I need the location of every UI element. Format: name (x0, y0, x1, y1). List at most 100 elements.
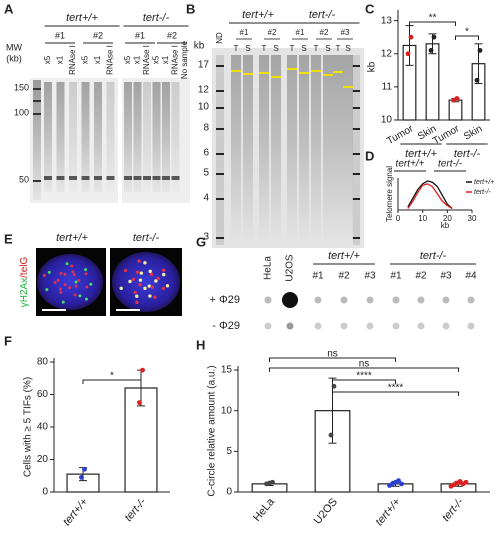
focus (77, 278, 81, 282)
lane-label: x1 (93, 55, 102, 64)
significance-label: ns (359, 359, 370, 370)
gel-band (44, 176, 52, 180)
focus (63, 272, 67, 276)
significance-bracket (409, 21, 456, 26)
ladder-band (216, 90, 224, 92)
gel-lane (133, 82, 142, 192)
data-point (79, 474, 84, 480)
gel-lane (243, 55, 253, 245)
significance-label: **** (356, 371, 372, 382)
gel-band (69, 176, 77, 180)
data-point (399, 481, 404, 487)
focus (149, 272, 154, 277)
nucleus (112, 252, 180, 312)
group-label: tert-/- (420, 250, 447, 262)
bracket-line (409, 21, 456, 26)
row-label: + Φ29 (210, 294, 241, 306)
data-point (396, 478, 401, 484)
panel-label: G (196, 234, 206, 249)
y-tick-label: 5 (226, 446, 232, 457)
y-tick-label: 12 (381, 48, 393, 59)
gel-lane (311, 55, 321, 245)
gel-lane (343, 55, 353, 245)
subgroup-label: #2 (167, 30, 177, 40)
focus (65, 262, 69, 266)
lane-label: T (314, 44, 319, 53)
y-tick-label: 80 (37, 357, 49, 368)
axis-label: kb (194, 41, 205, 52)
group-label: tert-/- (309, 9, 336, 21)
focus (161, 268, 166, 272)
data-point (477, 48, 483, 53)
data-point (408, 34, 414, 40)
lane-label: RNAse I (68, 45, 77, 75)
significance-bracket (269, 357, 396, 362)
gel-lane (106, 82, 115, 192)
ladder-band (216, 65, 224, 67)
focus (133, 290, 137, 295)
y-tick-label: 0 (226, 487, 232, 498)
focus (53, 280, 57, 284)
significance-bracket (332, 391, 459, 396)
x-tick-label: tert-/- (440, 496, 466, 524)
gel-lane (259, 55, 269, 245)
marker-label: 50 (19, 174, 29, 184)
focus (138, 283, 142, 287)
focus (61, 300, 65, 304)
lane-label: #1 (312, 271, 324, 282)
length-mark (343, 86, 353, 88)
x-tick-label: 20 (443, 214, 452, 223)
group-label: tert-/- (133, 232, 160, 244)
ladder-band (216, 107, 224, 109)
lane-label: No sample (180, 40, 189, 79)
ladder-band (352, 65, 360, 67)
legend-label: tert+/+ (474, 179, 494, 186)
y-tick-label: 20 (37, 454, 49, 465)
length-mark (259, 72, 269, 74)
ladder (352, 55, 360, 245)
lane-label: T (262, 44, 267, 53)
focus (59, 271, 63, 275)
lane-label: #3 (364, 271, 376, 282)
gel-lane (152, 82, 161, 192)
lane-label: #1 (390, 271, 402, 282)
blot-dot (467, 296, 475, 304)
blot-dot (392, 322, 400, 330)
lane-label: #2 (338, 271, 350, 282)
focus (84, 272, 88, 276)
lane-label: S (301, 44, 306, 53)
y-axis-label: kb (367, 61, 378, 72)
gel-band (171, 176, 180, 180)
lane-label: S (245, 44, 250, 53)
marker-label: 150 (14, 82, 29, 92)
blot-dot (417, 296, 425, 304)
lane-label: RNAse I (171, 45, 180, 75)
marker-label: 4 (203, 193, 209, 204)
data-point (428, 48, 434, 53)
gel-band (124, 176, 132, 180)
lane-label: x5 (123, 55, 132, 64)
focus (128, 279, 132, 284)
significance-bracket (269, 367, 459, 372)
length-mark (311, 70, 321, 72)
focus (147, 284, 151, 288)
data-point (454, 96, 460, 101)
lane-label: x5 (81, 55, 90, 64)
ladder-band (352, 128, 360, 130)
data-point (137, 400, 142, 406)
length-mark (333, 71, 343, 73)
focus (84, 268, 88, 272)
gel-lane (94, 82, 102, 192)
significance-label: ns (327, 349, 338, 360)
group-label: tert+/+ (56, 232, 88, 244)
lane-label: S (345, 44, 350, 53)
ladder-band (33, 88, 41, 90)
ladder-band (216, 173, 224, 175)
ladder-band (352, 237, 360, 239)
legend-label: tert-/- (474, 189, 491, 196)
focus (45, 288, 49, 292)
bracket-line (455, 35, 479, 40)
marker-label: 17 (198, 60, 210, 71)
focus (58, 287, 62, 291)
blot-dot (392, 296, 400, 304)
